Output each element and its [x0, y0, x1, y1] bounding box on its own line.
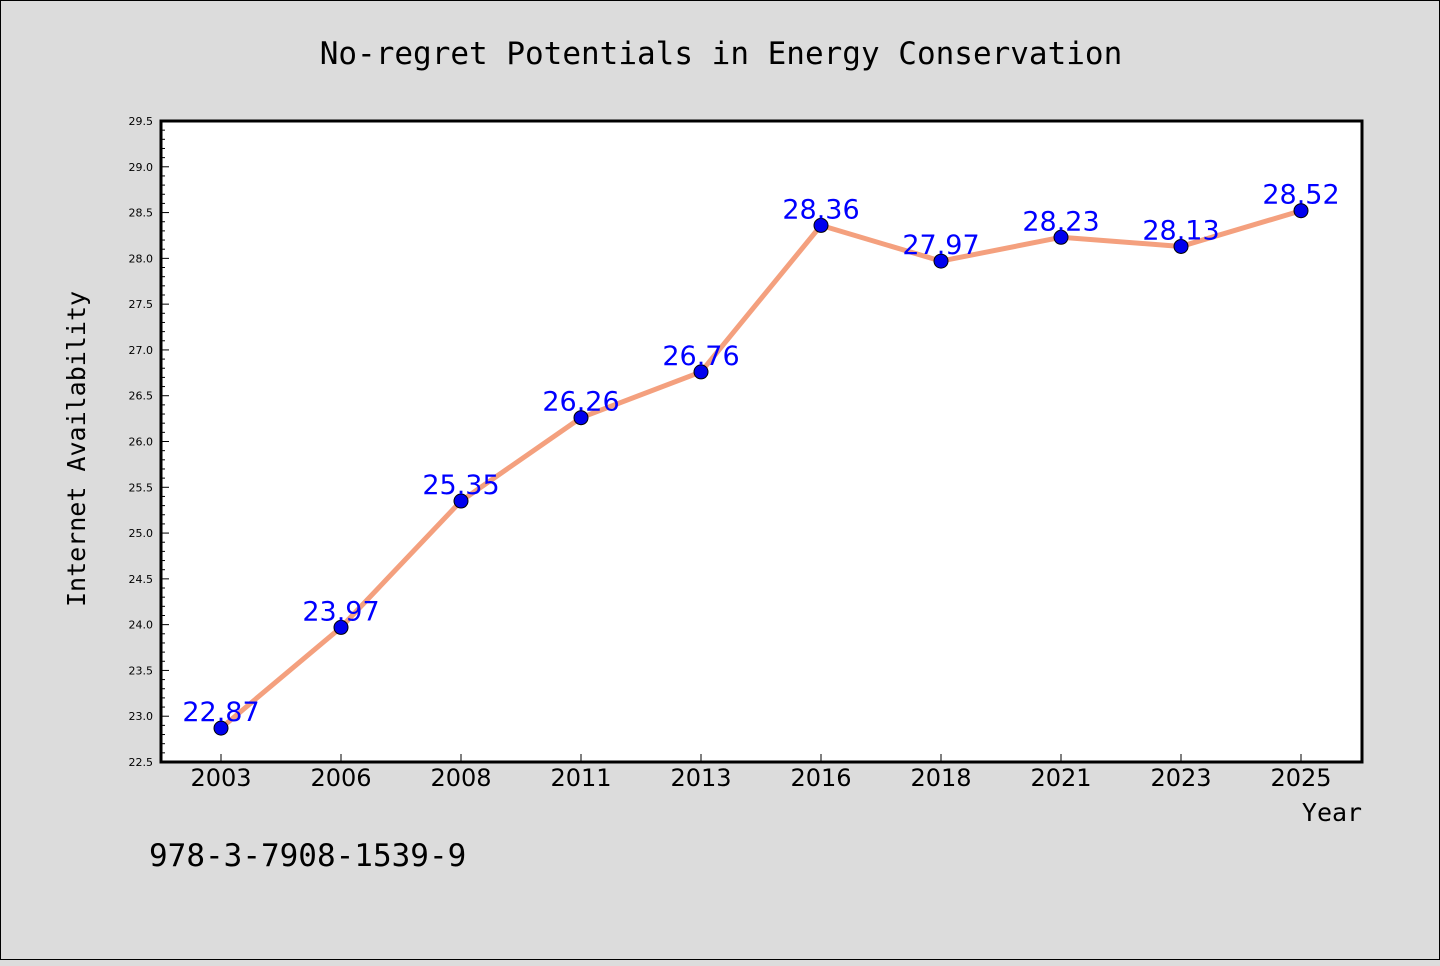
y-tick-label: 28.0 — [129, 252, 154, 265]
x-tick-labels: 2003 2006 2008 2011 2013 2016 2018 2021 2023 2025 — [190, 764, 1331, 792]
data-label: 26.26 — [542, 387, 619, 418]
data-point-marker — [1173, 238, 1189, 254]
y-tick-label: 24.0 — [129, 619, 154, 632]
y-axis-label: Internet Availability — [62, 291, 91, 607]
x-tick-label: 2003 — [190, 764, 251, 792]
y-tick-label: 26.5 — [129, 390, 154, 403]
data-label: 28.23 — [1022, 206, 1099, 237]
y-tick-label: 25.5 — [129, 481, 154, 494]
axis-ticks — [161, 120, 1302, 763]
y-tick-label: 29.5 — [129, 115, 154, 128]
y-tick-label: 27.5 — [129, 298, 154, 311]
data-point-marker — [573, 410, 589, 426]
data-label: 28.52 — [1262, 180, 1339, 211]
data-label: 28.13 — [1142, 215, 1219, 246]
y-tick-label: 28.5 — [129, 207, 154, 220]
data-label: 22.87 — [182, 697, 259, 728]
y-tick-label: 25.0 — [129, 527, 154, 540]
data-label: 25.35 — [422, 470, 499, 501]
data-point-marker — [1293, 203, 1309, 219]
x-tick-label: 2006 — [310, 764, 371, 792]
plot-area — [159, 119, 1364, 764]
x-axis-label: Year — [1302, 798, 1362, 827]
x-tick-label: 2013 — [670, 764, 731, 792]
x-tick-label: 2021 — [1030, 764, 1091, 792]
data-label: 28.36 — [782, 194, 859, 225]
x-tick-label: 2016 — [790, 764, 851, 792]
series-line — [218, 208, 1304, 731]
x-tick-label: 2025 — [1270, 764, 1331, 792]
data-point-marker — [453, 493, 469, 509]
x-tick-label: 2023 — [1150, 764, 1211, 792]
data-label: 27.97 — [902, 230, 979, 261]
data-label: 23.97 — [302, 596, 379, 627]
data-point-marker — [333, 619, 349, 635]
y-tick-label: 23.0 — [129, 710, 154, 723]
y-tick-label: 29.0 — [129, 161, 154, 174]
data-point-marker — [933, 253, 949, 269]
data-point-marker — [1053, 229, 1069, 245]
y-tick-label: 24.5 — [129, 573, 154, 586]
y-tick-label: 26.0 — [129, 436, 154, 449]
y-tick-label: 27.0 — [129, 344, 154, 357]
y-tick-label: 23.5 — [129, 664, 154, 677]
data-point-marker — [213, 720, 229, 736]
x-tick-label: 2011 — [550, 764, 611, 792]
y-tick-label: 22.5 — [129, 756, 154, 769]
data-point-marker — [813, 217, 829, 233]
data-label-layer: 22.87 23.97 25.35 26.26 26.76 28.36 27.97 28.23… — [182, 180, 1339, 728]
chart-title: No-regret Potentials in Energy Conservat… — [320, 36, 1123, 72]
data-point-marker — [693, 364, 709, 380]
isbn-footer: 978-3-7908-1539-9 — [149, 838, 466, 874]
x-tick-label: 2008 — [430, 764, 491, 792]
data-label: 26.76 — [662, 341, 739, 372]
x-tick-label: 2018 — [910, 764, 971, 792]
y-tick-labels: 22.5 23.0 23.5 24.0 24.5 25.0 25.5 26.0 26.5 27.0… — [129, 115, 154, 769]
series-line-layer — [218, 208, 1304, 731]
series-marker-layer — [213, 203, 1309, 736]
